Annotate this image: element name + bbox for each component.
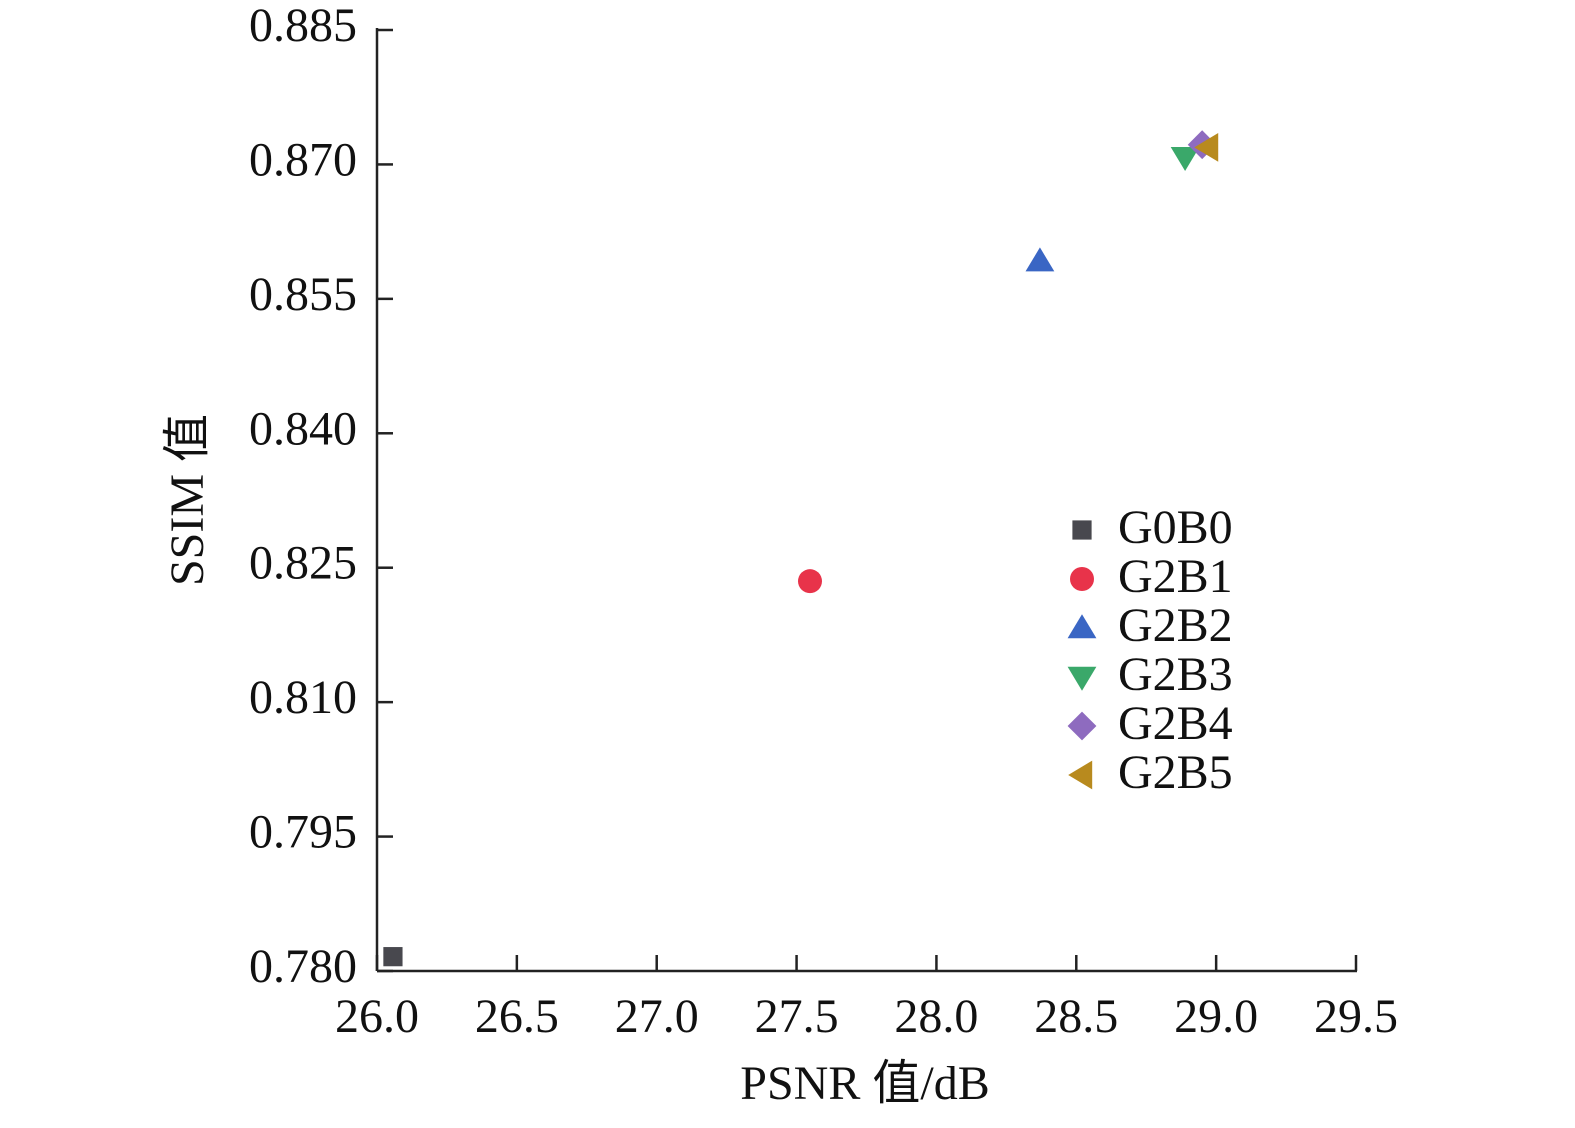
point	[1194, 133, 1219, 162]
legend-label: G2B1	[1118, 550, 1233, 603]
marker	[1068, 760, 1093, 790]
y-tick-label: 0.855	[249, 268, 357, 321]
point	[1025, 247, 1055, 272]
x-tick-label: 28.5	[1034, 990, 1118, 1043]
y-tick-label: 0.780	[249, 940, 357, 993]
marker	[1072, 520, 1092, 540]
legend-label: G2B3	[1118, 648, 1233, 701]
legend-label: G2B2	[1118, 599, 1233, 652]
x-tick-label: 27.5	[755, 990, 839, 1043]
legend-label: G0B0	[1118, 501, 1233, 554]
x-tick-label: 29.0	[1174, 990, 1258, 1043]
y-tick-label: 0.870	[249, 133, 357, 186]
y-axis-title: SSIM 值	[161, 414, 214, 586]
y-tick-label: 0.825	[249, 537, 357, 590]
x-tick-label: 28.0	[894, 990, 978, 1043]
point	[383, 947, 403, 967]
x-tick-label: 29.5	[1314, 990, 1398, 1043]
legend-label: G2B5	[1118, 746, 1233, 799]
marker	[1067, 666, 1097, 691]
point	[1170, 147, 1200, 172]
x-tick-label: 26.0	[335, 990, 419, 1043]
point	[797, 569, 822, 594]
y-tick-label: 0.840	[249, 402, 357, 455]
y-tick-label: 0.795	[249, 806, 357, 859]
marker	[1067, 711, 1097, 741]
legend-label: G2B4	[1118, 697, 1233, 750]
marker	[1067, 614, 1097, 639]
x-axis-title: PSNR 值/dB	[740, 1057, 989, 1110]
marker	[1070, 567, 1094, 591]
x-tick-label: 26.5	[475, 990, 559, 1043]
y-tick-label: 0.810	[249, 671, 357, 724]
y-tick-label: 0.885	[249, 0, 357, 52]
x-tick-label: 27.0	[615, 990, 699, 1043]
